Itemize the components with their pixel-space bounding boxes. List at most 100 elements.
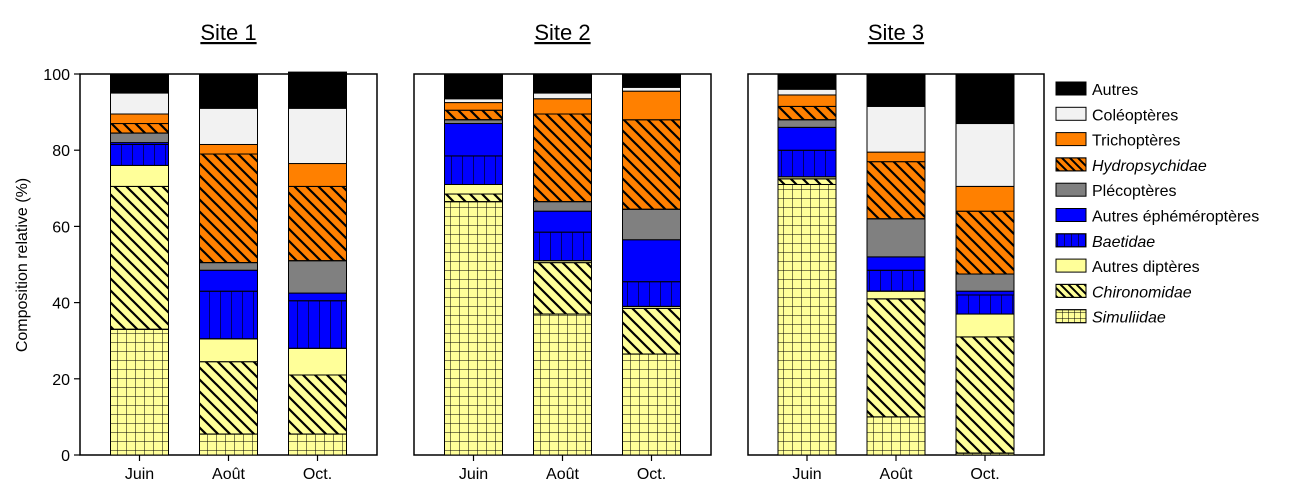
legend-label: Hydropsychidae [1092,158,1207,175]
bar-juin [444,73,503,456]
bar-segment-simuliidae-hatch [110,328,169,456]
legend-label: Autres diptères [1092,259,1200,276]
legend-label: Coléoptères [1092,107,1178,124]
x-tick-label: Juin [459,466,488,483]
legend-item-autres: Autres [1055,81,1138,99]
x-tick-label: Oct. [303,466,332,483]
y-tick-label: 20 [52,372,70,389]
bar-segment-coleopteres [199,107,258,145]
legend-swatch-hatch [1055,157,1087,172]
bar-segment-simuliidae-hatch [444,201,503,456]
legend-item-coleopteres: Coléoptères [1055,106,1178,124]
legend-swatch-hatch [1055,283,1087,298]
bar-segment-autres-dipteres [955,313,1015,338]
legend-swatch [1055,208,1087,222]
bar-segment-hydropsychidae-hatch [533,113,592,203]
x-tick-label: Juin [125,466,154,483]
legend-item-baetidae: Baetidae [1055,233,1155,251]
bar-segment-autres [110,73,169,94]
legend-item-autres-ephemeropteres: Autres éphéméroptères [1055,208,1259,226]
legend-item-trichopteres: Trichoptères [1055,132,1180,150]
bar-segment-chironomidae-hatch [777,178,837,185]
bar-segment-baetidae-hatch [622,281,681,307]
bar-segment-chironomidae-hatch [622,307,681,355]
bar-segment-hydropsychidae-hatch [866,161,926,220]
bar-juin [110,73,169,456]
y-axis-label: Composition relative (%) [14,178,31,352]
bar-segment-autres [955,73,1015,125]
y-axis: 0 20 40 60 80 100 [43,67,80,465]
bar-segment-coleopteres [622,86,681,92]
bar-segment-plecopteres [533,201,592,212]
legend-label: Autres éphéméroptères [1092,209,1259,226]
legend-swatch [1055,182,1087,197]
chart-panels: Site 1 Juin Août Oct. Site 2 Juin Août Oct. Site… [79,20,1045,483]
bar-segment-autres-ephemeropteres [444,123,503,157]
legend-swatch-hatch [1055,309,1087,324]
bar-segment-trichopteres [533,98,592,115]
bar-segment-autres-ephemeropteres [288,292,347,302]
bar-segment-chironomidae-hatch [199,361,258,435]
bar-segment-simuliidae-hatch [533,313,592,456]
legend-swatch-hatch [1055,233,1087,248]
bar-segment-hydropsychidae-hatch [444,109,503,121]
panel-site-1: Site 1 Juin Août Oct. [79,20,378,483]
legend-item-chironomidae: Chironomidae [1055,283,1192,301]
legend-label: Plécoptères [1092,183,1177,200]
bar-segment-autres [777,73,837,90]
y-tick-label: 80 [52,143,70,160]
panel-title: Site 2 [534,20,590,45]
bar-segment-autres-dipteres [444,183,503,195]
legend-swatch [1055,258,1087,273]
bar-segment-coleopteres [288,107,347,165]
bar-segment-autres-ephemeropteres [777,126,837,151]
legend-label: Autres [1092,82,1138,99]
legend-label: Simuliidae [1092,310,1166,327]
bar-segment-autres [288,71,347,109]
bar-segment-baetidae-hatch [110,143,169,166]
panel-title: Site 1 [200,20,256,45]
panel-site-2: Site 2 Juin Août Oct. [413,20,712,483]
bar-segment-trichopteres [955,185,1015,212]
bar-segment-coleopteres [533,92,592,100]
bar-segment-autres-ephemeropteres [199,269,258,292]
legend-swatch [1055,106,1087,121]
bar-segment-plecopteres [444,119,503,125]
bar-segment-coleopteres [777,88,837,96]
legend-label: Baetidae [1092,234,1155,251]
bar-segment-autres-ephemeropteres [866,256,926,271]
x-tick-label: Oct. [970,466,999,483]
legend-item-plecopteres: Plécoptères [1055,182,1177,200]
bar-segment-plecopteres [777,119,837,128]
panel-site-3: Site 3 Juin Août Oct. [747,20,1045,483]
bar-segment-coleopteres [110,92,169,115]
x-tick-label: Août [546,466,579,483]
bar-segment-autres-dipteres [288,347,347,376]
x-tick-label: Août [880,466,913,483]
bar-segment-baetidae-hatch [444,155,503,185]
bar-segment-trichopteres [777,94,837,107]
bar-segment-baetidae-hatch [866,269,926,292]
bar-segment-baetidae-hatch [533,231,592,262]
bar-segment-trichopteres [866,151,926,163]
bar-segment-autres-dipteres [866,290,926,300]
bar-segment-plecopteres [622,208,681,241]
bar-segment-simuliidae-hatch [288,433,347,456]
panel-title: Site 3 [868,20,924,45]
legend-item-hydropsychidae: Hydropsychidae [1055,157,1207,175]
bar-segment-autres [622,73,681,88]
legend: Autres Coléoptères Trichoptères Hydropsychi… [1055,81,1259,327]
bar-segment-autres-dipteres [110,164,169,187]
bar-segment-baetidae-hatch [955,294,1015,315]
bar-segment-autres [866,73,926,107]
bar-oct [955,73,1015,456]
bar-segment-baetidae-hatch [199,290,258,340]
bar-segment-simuliidae-hatch [777,183,837,456]
bar-segment-chironomidae-hatch [955,336,1015,454]
legend-item-autres-dipteres: Autres diptères [1055,258,1200,276]
bar-oct [622,73,681,456]
bar-aout [199,73,258,456]
bar-segment-baetidae-hatch [777,149,837,178]
y-tick-label: 100 [43,67,70,84]
